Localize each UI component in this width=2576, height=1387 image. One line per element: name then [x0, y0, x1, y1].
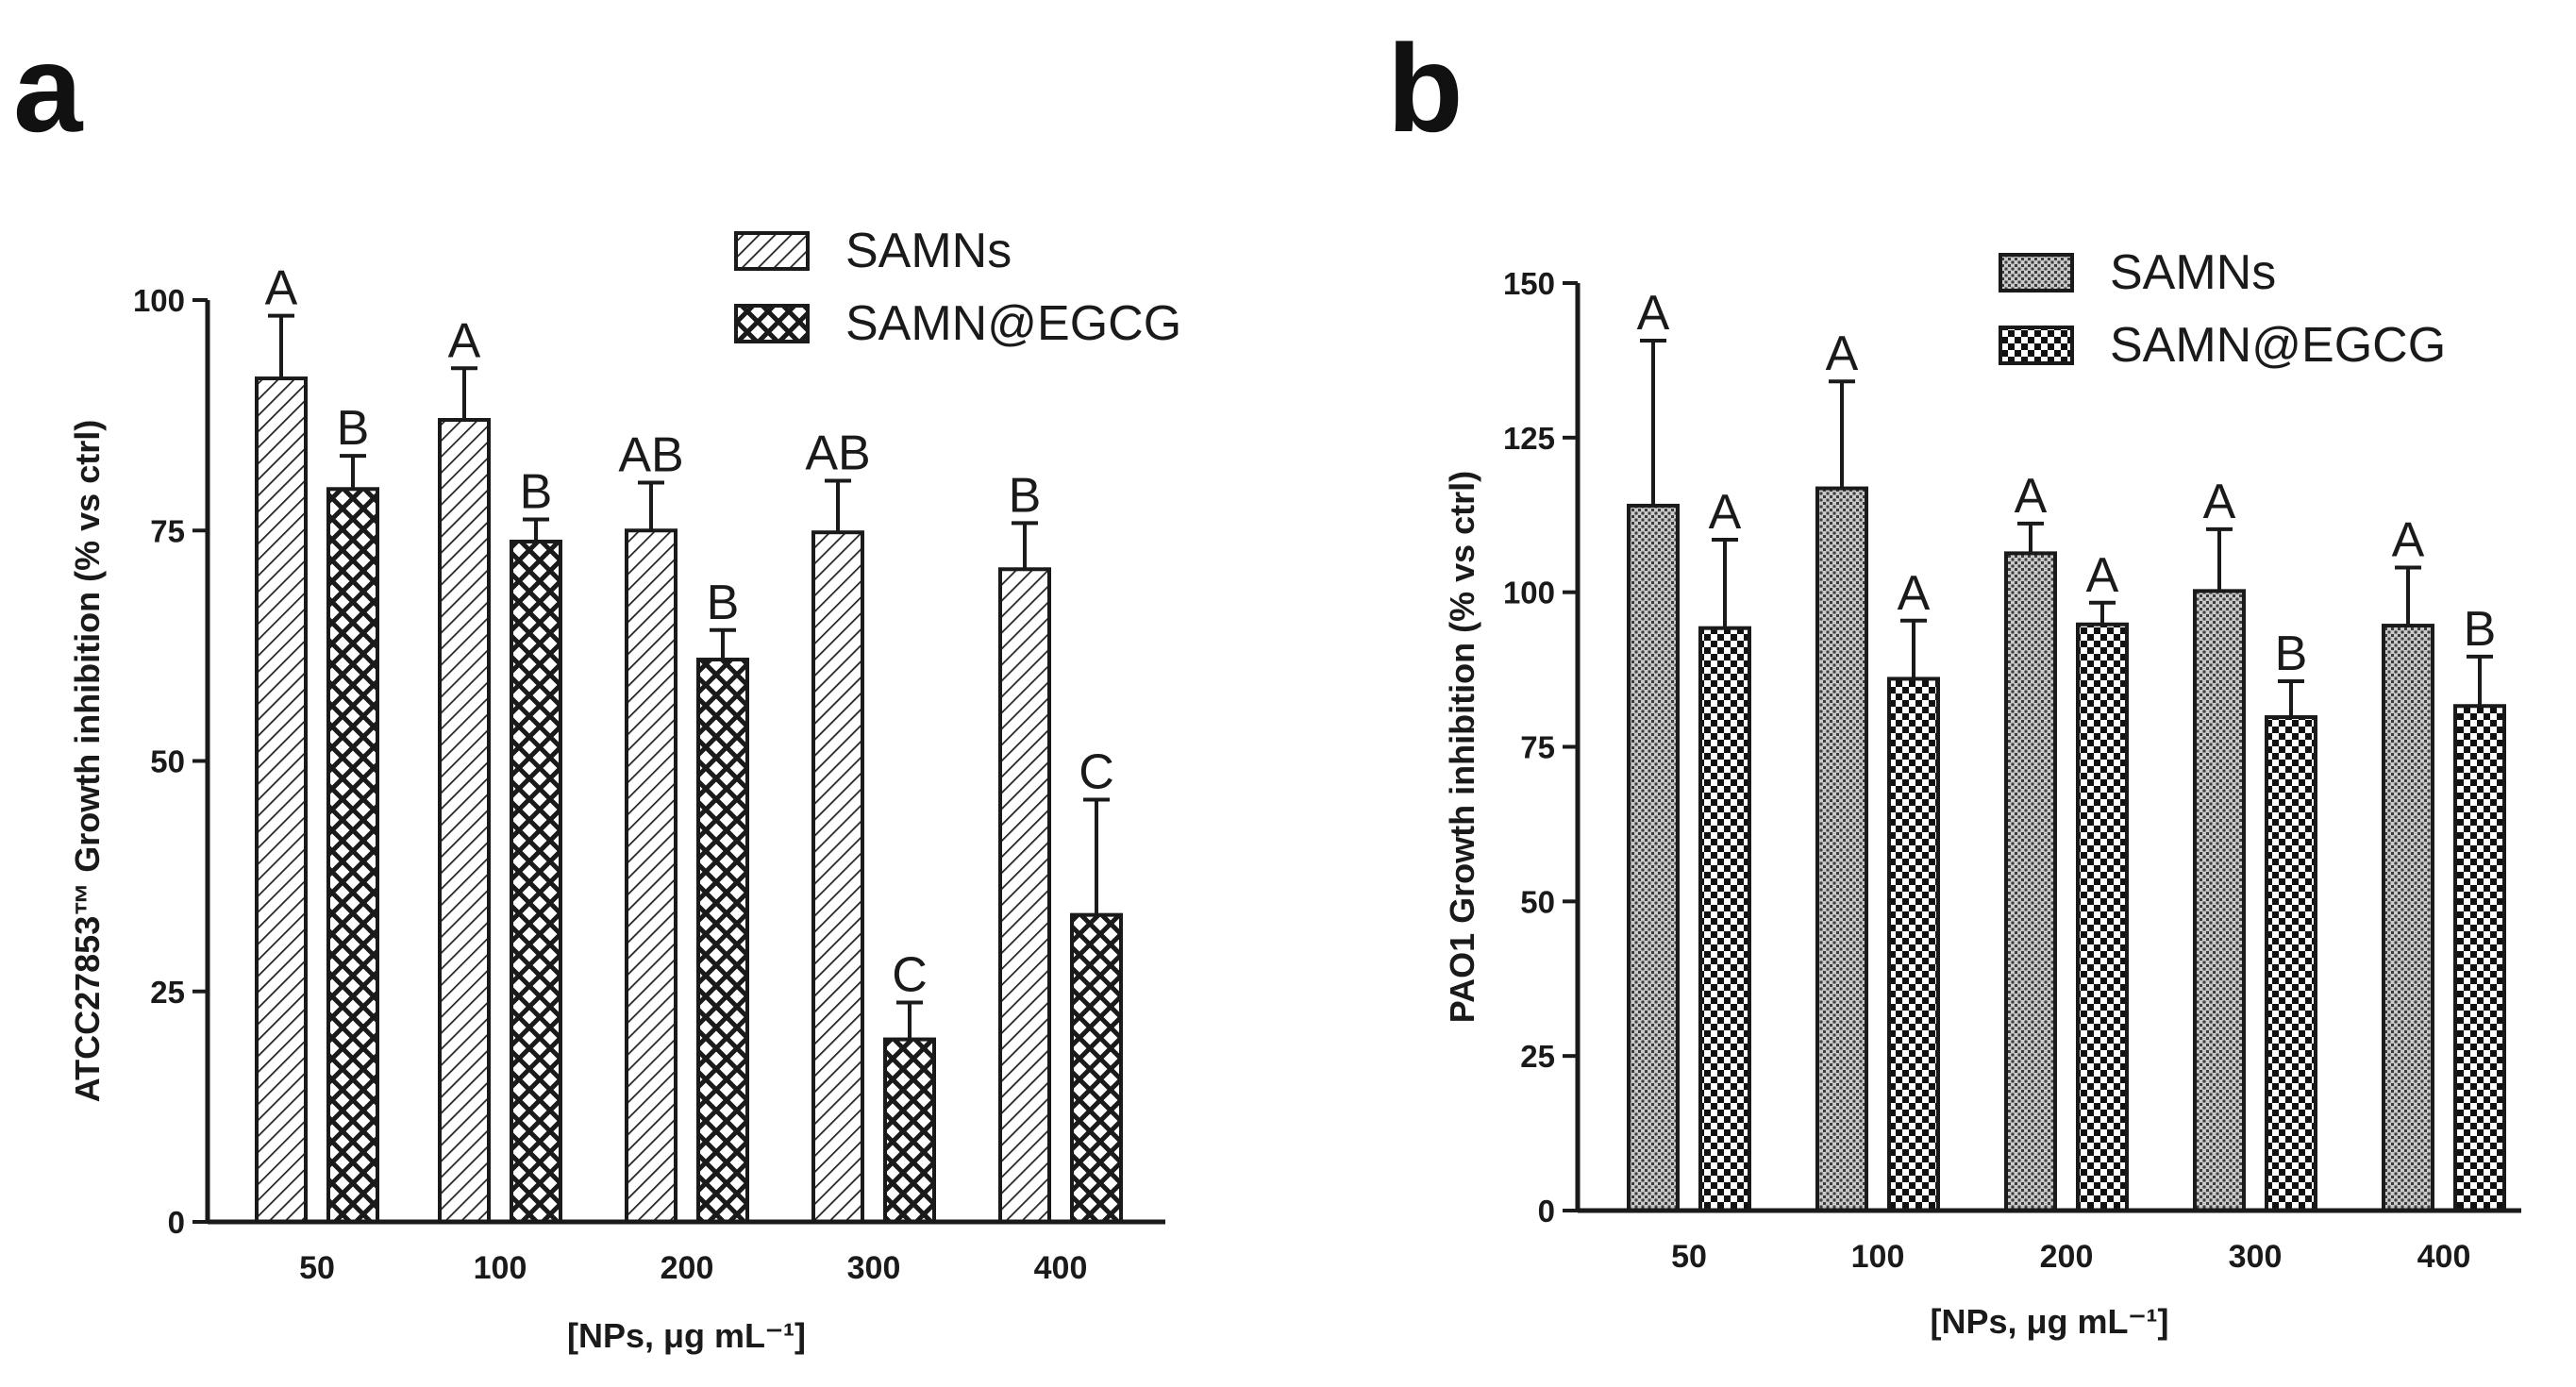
chart-a-errorbar-series1-200: [710, 627, 736, 660]
chart-a-legend-swatch-series0: [734, 231, 810, 271]
chart-b-significance-series0-100: A: [1826, 326, 1859, 381]
chart-b-errorbar-series1-300: [2278, 679, 2304, 718]
chart-b-bar-series1-50: [1698, 626, 1751, 1212]
chart-b-significance-series1-300: B: [2275, 627, 2308, 681]
chart-a-significance-series1-300: C: [892, 947, 928, 1002]
chart-b-ytick-label-25: 25: [1520, 1039, 1555, 1074]
chart-b-legend-swatch-series0: [1999, 253, 2074, 292]
chart-b-category-label-300: 300: [2229, 1239, 2283, 1275]
chart-a-bar-series1-100: [510, 539, 562, 1224]
chart-a-bar-series1-400: [1070, 912, 1123, 1224]
chart-a-significance-series1-100: B: [520, 465, 553, 520]
chart-b-ytick-label-75: 75: [1520, 730, 1555, 765]
chart-a-errorbar-series0-100: [451, 366, 477, 421]
chart-b-bar-series1-200: [2076, 622, 2129, 1212]
chart-a-bar-series1-200: [696, 658, 749, 1224]
chart-b-errorbar-series0-200: [2017, 521, 2044, 554]
chart-b-errorbar-series1-50: [1712, 537, 1738, 628]
chart-a-bar-series0-50: [255, 376, 308, 1225]
chart-a-bar-series1-300: [883, 1037, 936, 1224]
chart-b-bar-series0-300: [2193, 589, 2246, 1212]
chart-b-legend-swatch-series1: [1999, 326, 2074, 365]
chart-b-legend-label-series1: SAMN@EGCG: [2110, 318, 2446, 373]
chart-a-x-axis-title: [NPs, μg mL⁻¹]: [567, 1316, 806, 1355]
chart-a-significance-series1-50: B: [337, 401, 370, 456]
chart-a-category-label-300: 300: [847, 1250, 901, 1286]
chart-b-significance-series1-400: B: [2464, 602, 2497, 657]
chart-a-significance-series0-400: B: [1009, 468, 1042, 523]
chart-b-significance-series1-200: A: [2086, 548, 2119, 603]
chart-b-errorbar-series1-200: [2089, 600, 2116, 625]
chart-a-ytick-label-25: 25: [150, 975, 185, 1010]
chart-b-errorbar-series0-50: [1640, 338, 1666, 506]
chart-a-significance-series0-50: A: [265, 261, 298, 316]
chart-a-ytick-label-50: 50: [150, 744, 185, 779]
chart-a-significance-series0-300: AB: [805, 426, 870, 480]
chart-a-bar-series0-100: [438, 418, 491, 1224]
chart-a: A A AB AB B B B B C C 0 25 50 75 100 50 100 200 300 400 [NPs…: [68, 224, 1181, 1355]
chart-b-bar-series0-100: [1815, 486, 1868, 1212]
chart-a-legend-swatch-series1: [734, 304, 810, 343]
chart-a-category-label-400: 400: [1034, 1250, 1088, 1286]
chart-b-ytick-label-0: 0: [1538, 1194, 1555, 1228]
chart-b-ytick-label-50: 50: [1520, 884, 1555, 919]
panel-label-b: b: [1387, 19, 1464, 158]
chart-a-errorbar-series0-300: [825, 478, 851, 533]
chart-b-significance-series1-50: A: [1709, 485, 1742, 540]
chart-a-errorbar-series1-300: [896, 1000, 923, 1040]
chart-a-bar-series0-300: [811, 530, 864, 1224]
chart-a-significance-series1-200: B: [707, 576, 740, 630]
chart-a-errorbar-series0-50: [268, 313, 294, 379]
chart-a-category-label-50: 50: [299, 1250, 335, 1286]
chart-a-category-label-100: 100: [474, 1250, 527, 1286]
chart-a-bar-series0-400: [998, 567, 1051, 1224]
chart-b-ytick-label-125: 125: [1503, 421, 1555, 456]
chart-b-significance-series1-100: A: [1898, 566, 1931, 621]
chart-a-bar-series0-200: [625, 528, 677, 1224]
chart-a-errorbar-series1-100: [523, 517, 549, 542]
chart-b-bar-series1-400: [2453, 704, 2506, 1212]
chart-a-ytick-label-0: 0: [168, 1205, 185, 1240]
chart-b-y-axis-title: PAO1 Growth inhibition (% vs ctrl): [1443, 471, 1481, 1023]
chart-a-bar-series1-50: [326, 487, 379, 1224]
chart-b-ytick-label-100: 100: [1503, 576, 1555, 610]
chart-b-category-label-50: 50: [1671, 1239, 1707, 1275]
chart-b-bar-series0-200: [2004, 551, 2057, 1212]
chart-a-legend-label-series0: SAMNs: [845, 224, 1012, 278]
chart-b-category-label-100: 100: [1851, 1239, 1905, 1275]
chart-a-legend-label-series1: SAMN@EGCG: [845, 296, 1181, 351]
panel-label-a: a: [13, 19, 83, 158]
chart-a-errorbar-series1-400: [1083, 797, 1110, 915]
chart-a-y-axis-title: ATCC27853™ Growth inhibition (% vs ctrl): [68, 420, 107, 1102]
chart-b-ytick-label-150: 150: [1503, 266, 1555, 301]
chart-a-errorbar-series0-400: [1012, 521, 1038, 570]
chart-a-category-label-200: 200: [661, 1250, 714, 1286]
chart-a-ytick-label-75: 75: [150, 513, 185, 548]
chart-b-errorbar-series1-400: [2467, 654, 2493, 707]
chart-b-significance-series0-50: A: [1637, 286, 1670, 341]
chart-a-errorbar-series1-50: [340, 454, 366, 490]
chart-b-legend-label-series0: SAMNs: [2110, 245, 2276, 300]
chart-b-errorbar-series0-300: [2206, 526, 2233, 592]
chart-b-significance-series0-200: A: [2015, 469, 2048, 524]
chart-a-significance-series0-100: A: [448, 313, 481, 368]
chart-b-x-axis-title: [NPs, μg mL⁻¹]: [1930, 1302, 2168, 1341]
chart-b-significance-series0-300: A: [2203, 475, 2236, 529]
chart-b-bar-series0-50: [1627, 503, 1680, 1212]
chart-a-ytick-label-100: 100: [133, 283, 185, 318]
chart-b-bar-series1-300: [2265, 715, 2317, 1212]
chart-b-bar-series0-400: [2382, 624, 2434, 1212]
chart-b-bar-series1-100: [1887, 677, 1940, 1212]
chart-b-category-label-200: 200: [2040, 1239, 2094, 1275]
chart-a-errorbar-series0-200: [638, 480, 664, 531]
chart-b-errorbar-series1-100: [1900, 618, 1927, 679]
chart-b-errorbar-series0-400: [2395, 565, 2421, 627]
chart-b-category-label-400: 400: [2417, 1239, 2471, 1275]
chart-a-significance-series1-400: C: [1079, 745, 1114, 800]
chart-a-significance-series0-200: AB: [618, 427, 683, 482]
chart-b-significance-series0-400: A: [2392, 512, 2425, 567]
chart-b-errorbar-series0-100: [1829, 379, 1855, 489]
